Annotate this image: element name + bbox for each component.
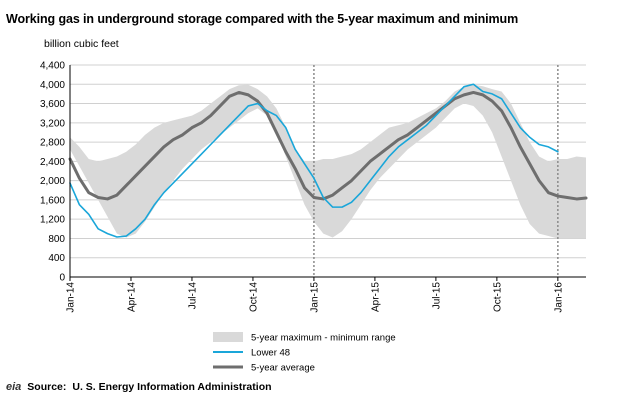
- x-tick-label: Jan-16: [553, 282, 564, 313]
- lower-48-line: [69, 83, 559, 238]
- x-tick-label: Jul-14: [187, 282, 198, 310]
- y-tick-label: 4,400: [40, 61, 65, 72]
- legend-label: Lower 48: [251, 348, 290, 359]
- source-line: eia Source: U. S. Energy Information Adm…: [6, 381, 272, 393]
- y-tick-label: 400: [48, 253, 65, 264]
- y-tick-label: 1,600: [40, 195, 65, 206]
- y-tick-label: 4,000: [40, 80, 65, 91]
- y-tick-label: 2,000: [40, 176, 65, 187]
- x-tick-label: Jan-15: [309, 282, 320, 313]
- y-tick-label: 0: [59, 273, 65, 284]
- eia-logo: eia: [6, 381, 22, 393]
- legend-swatch-range: [213, 332, 243, 342]
- legend-label: 5-year maximum - minimum range: [251, 333, 396, 344]
- y-tick-label: 2,800: [40, 138, 65, 149]
- x-tick-label: Oct-14: [248, 282, 259, 312]
- y-tick-label: 3,600: [40, 99, 65, 110]
- source-text: U. S. Energy Information Administration: [72, 381, 272, 393]
- five-year-average-line: [68, 90, 588, 201]
- y-tick-label: 2,400: [40, 157, 65, 168]
- x-tick-label: Jan-14: [66, 282, 77, 313]
- chart-title: Working gas in underground storage compa…: [6, 12, 519, 26]
- x-tick-label: Apr-14: [126, 282, 137, 312]
- x-tick-label: Jul-15: [431, 282, 442, 310]
- y-tick-label: 1,200: [40, 215, 65, 226]
- y-tick-label: 3,200: [40, 118, 65, 129]
- y-tick-label: 800: [48, 234, 65, 245]
- x-tick-label: Oct-15: [492, 282, 503, 312]
- legend-label: 5-year average: [251, 363, 315, 374]
- x-tick-label: Apr-15: [370, 282, 381, 312]
- y-axis-label: billion cubic feet: [44, 38, 119, 50]
- source-label: Source:: [27, 381, 67, 393]
